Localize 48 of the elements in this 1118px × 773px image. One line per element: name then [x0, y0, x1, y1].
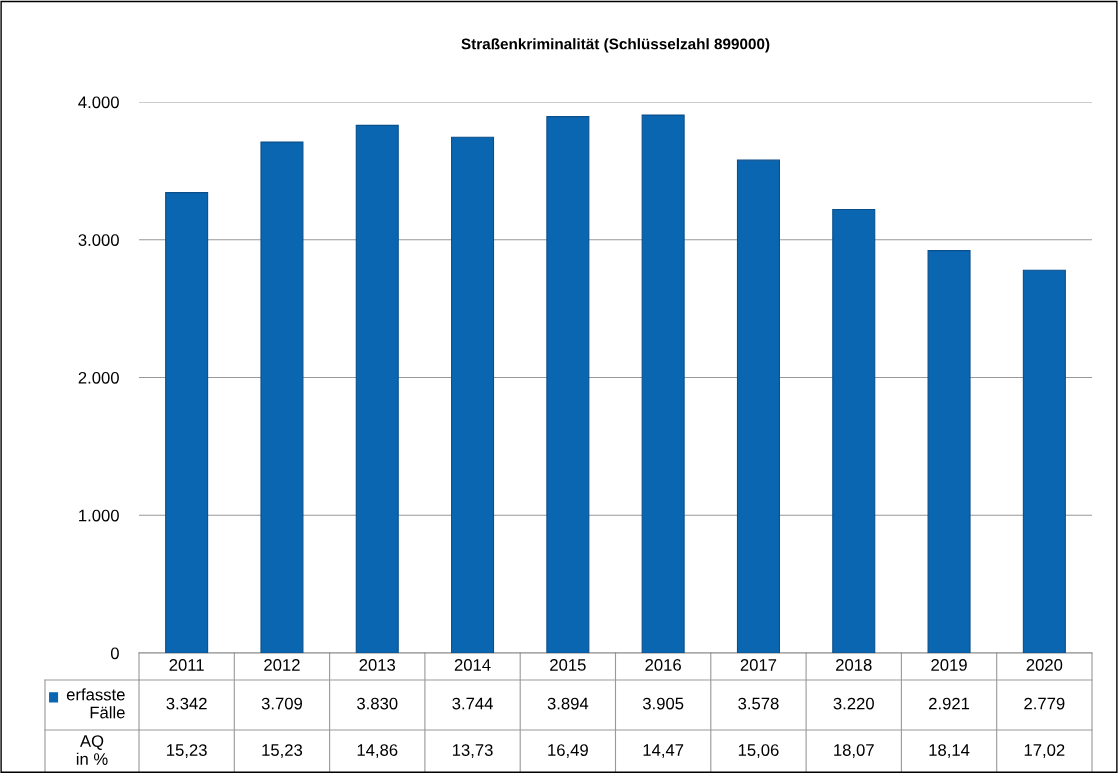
- bar: [165, 192, 209, 653]
- text: 15,06: [738, 744, 779, 758]
- bar: [832, 208, 876, 653]
- y-tick-label: 1.000: [79, 509, 119, 522]
- bar: [451, 136, 495, 653]
- text: 3.342: [166, 697, 207, 710]
- x-tick-label: 2014: [454, 659, 491, 671]
- y-tick-label: 4.000: [78, 96, 119, 109]
- text: 3.220: [833, 697, 874, 710]
- text: 17,02: [1024, 744, 1065, 758]
- text: 3.744: [452, 697, 493, 710]
- y-tick-label: 3.000: [78, 234, 119, 246]
- bar: [546, 116, 590, 653]
- text: 3.709: [261, 697, 303, 710]
- x-tick-label: 2013: [359, 659, 396, 671]
- bar: [927, 250, 971, 653]
- text: AQ in %: [76, 735, 108, 765]
- text: 15,23: [262, 744, 303, 758]
- x-tick-label: 2019: [931, 659, 967, 671]
- y-tick-label: 2.000: [78, 371, 119, 384]
- x-tick-label: 2018: [836, 659, 872, 671]
- text: 18,14: [929, 744, 970, 758]
- x-tick-label: 2012: [264, 659, 300, 671]
- x-tick-label: 2016: [645, 659, 681, 671]
- chart-title: Straßenkriminalität (Schlüsselzahl 899000): [461, 38, 770, 53]
- bar: [355, 124, 399, 653]
- x-tick-label: 2011: [169, 659, 204, 671]
- bar: [641, 114, 685, 653]
- text: 3.578: [738, 697, 779, 710]
- bar: [736, 159, 780, 653]
- text: 3.894: [547, 697, 589, 710]
- text: 3.830: [357, 697, 398, 710]
- text: 14,47: [643, 744, 684, 758]
- text: 3.905: [642, 697, 684, 710]
- text: 2.921: [929, 697, 970, 710]
- y-tick-label: 0: [110, 647, 119, 660]
- text: 13,73: [452, 744, 493, 758]
- bar: [1022, 269, 1066, 653]
- text: 2.779: [1024, 697, 1065, 710]
- x-tick-label: 2015: [550, 659, 586, 671]
- text: 18,07: [834, 744, 874, 758]
- text: 15,23: [167, 744, 207, 758]
- x-tick-label: 2020: [1026, 659, 1063, 671]
- legend-label: erfasste Fälle: [66, 688, 125, 719]
- text: 14,86: [357, 744, 398, 758]
- text: 16,49: [548, 744, 588, 758]
- x-tick-label: 2017: [740, 659, 777, 671]
- bar: [260, 141, 304, 653]
